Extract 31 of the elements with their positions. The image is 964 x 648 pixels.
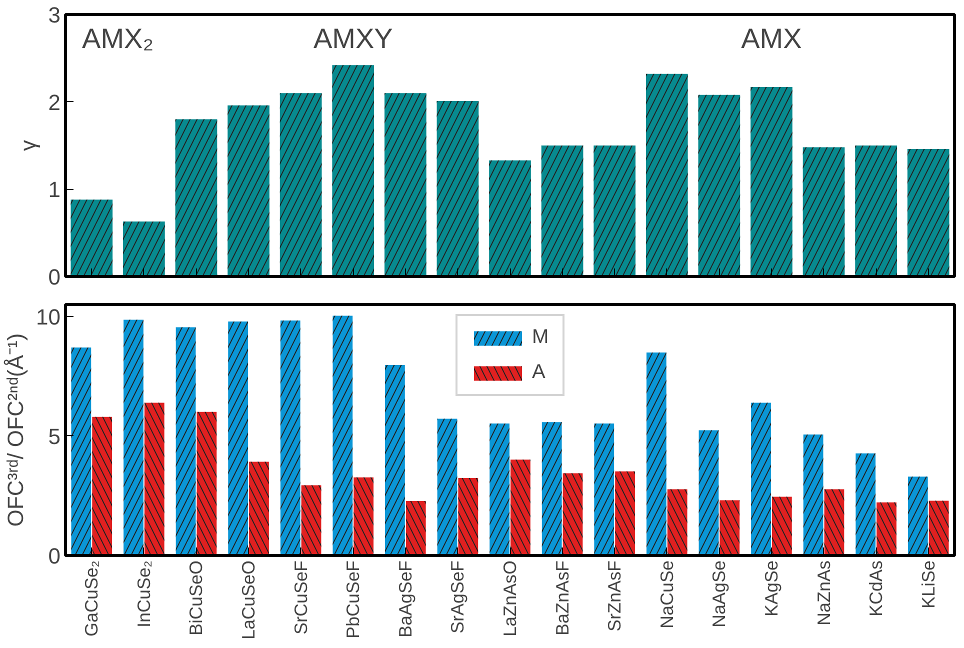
x-tick-label: BiCuSeO bbox=[186, 560, 206, 636]
y-tick-label: 5 bbox=[48, 424, 61, 449]
annotation: AMX₂ bbox=[82, 22, 154, 54]
y-tick-label: 10 bbox=[36, 304, 61, 330]
x-tick-label: SrCuSeF bbox=[290, 560, 311, 635]
x-tick-label: SrAgSeF bbox=[448, 560, 468, 634]
x-tick-label: LaZnAsO bbox=[500, 560, 520, 637]
legend-label: M bbox=[532, 326, 550, 349]
x-tick-label: LaCuSeO bbox=[238, 560, 259, 640]
x-tick-label: NaAgSe bbox=[709, 560, 730, 628]
x-tick-label: KAgSe bbox=[761, 560, 782, 617]
x-tick-label: KCdAs bbox=[866, 560, 886, 617]
y-tick-label: 0 bbox=[48, 544, 61, 568]
annotation: AMX bbox=[741, 22, 802, 54]
annotation: AMXY bbox=[313, 22, 394, 54]
y-tick-label: 1 bbox=[48, 177, 61, 202]
x-tick-label: BaZnAsF bbox=[552, 560, 572, 636]
x-tick-label: BaAgSeF bbox=[395, 560, 416, 638]
y-axis-title: OFC³ʳᵈ/ OFC²ⁿᵈ(Å⁻¹) bbox=[3, 333, 28, 527]
x-tick-label: PbCuSeF bbox=[343, 560, 364, 639]
legend-label: A bbox=[532, 361, 546, 384]
y-axis-title: γ bbox=[15, 140, 40, 151]
y-tick-label: 0 bbox=[48, 264, 61, 290]
x-tick-label: SrZnAsF bbox=[604, 560, 625, 632]
x-tick-label: GaCuSe₂ bbox=[82, 560, 102, 637]
x-tick-label: NaZnAs bbox=[814, 560, 834, 626]
x-tick-label: NaCuSe bbox=[656, 560, 677, 629]
x-tick-label: KLiSe bbox=[918, 560, 938, 609]
x-tick-label: InCuSe₂ bbox=[134, 560, 154, 628]
y-tick-label: 3 bbox=[48, 2, 61, 28]
y-tick-label: 2 bbox=[48, 90, 61, 115]
